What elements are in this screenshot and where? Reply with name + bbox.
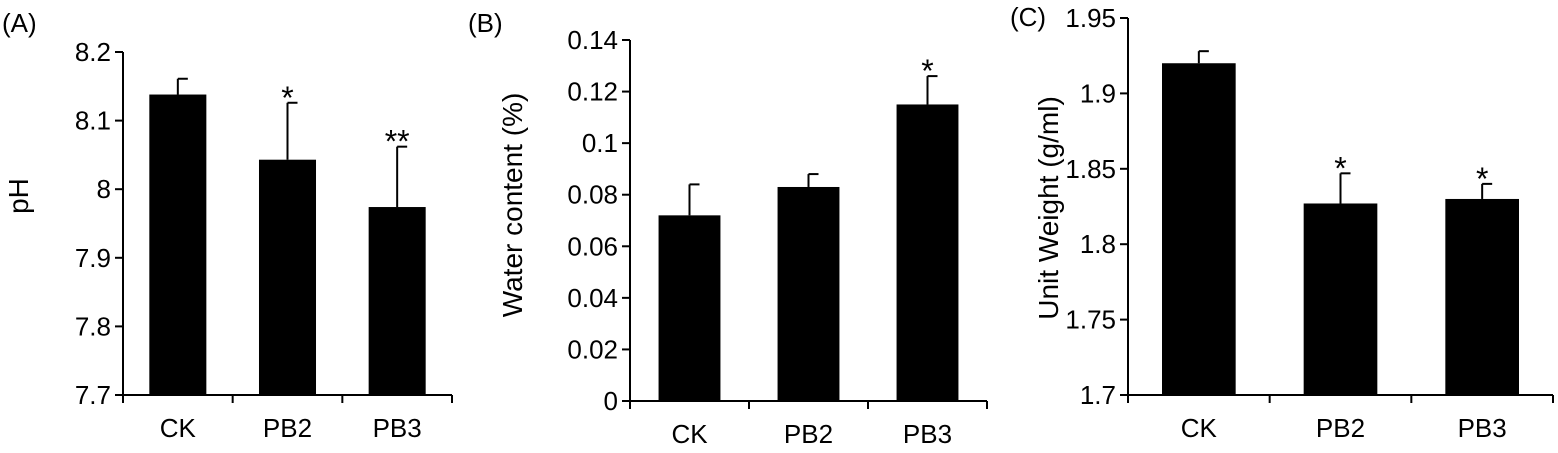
significance-label: * — [921, 53, 933, 89]
y-tick-label: 0.1 — [582, 128, 618, 158]
y-tick-label: 8.1 — [75, 106, 111, 136]
y-tick-label: 1.85 — [1065, 154, 1116, 184]
panel-label: (C) — [1010, 2, 1046, 32]
y-tick-label: 0.08 — [567, 180, 618, 210]
x-tick-label: CK — [1181, 413, 1218, 443]
y-tick-label: 0.06 — [567, 231, 618, 261]
y-axis-label: Unit Weight (g/ml) — [1033, 96, 1064, 320]
bar-pb2 — [777, 186, 840, 401]
y-tick-label: 0 — [604, 386, 618, 416]
bar-pb2 — [258, 159, 317, 395]
panel-a: (A) pH 7.7 7.8 7.9 8 8.1 8.2 CK PB2 * PB3 ** — [2, 8, 453, 443]
y-tick-label: 1.8 — [1080, 229, 1116, 259]
bar-ck — [658, 215, 721, 401]
panel-label: (A) — [2, 8, 37, 38]
x-tick-label: CK — [671, 419, 708, 449]
significance-label: * — [1334, 150, 1346, 186]
y-tick-label: 1.95 — [1065, 3, 1116, 33]
significance-label: * — [281, 80, 293, 116]
x-tick-label: CK — [160, 413, 197, 443]
y-tick-label: 7.9 — [75, 243, 111, 273]
x-tick-label: PB3 — [1458, 413, 1507, 443]
y-tick-label: 1.75 — [1065, 305, 1116, 335]
panel-c: (C) Unit Weight (g/ml) 1.7 1.75 1.8 1.85 1.9 1.… — [1010, 2, 1554, 443]
bar-pb3 — [368, 207, 426, 395]
bar-pb2 — [1303, 203, 1378, 395]
bar-ck — [149, 94, 207, 396]
y-tick-label: 0.12 — [567, 77, 618, 107]
y-tick-label: 8.2 — [75, 37, 111, 67]
significance-label: * — [1476, 161, 1488, 197]
y-tick-label: 0.02 — [567, 334, 618, 364]
bar-pb3 — [896, 104, 959, 401]
y-tick-label: 0.14 — [567, 25, 618, 55]
y-tick-label: 1.9 — [1080, 78, 1116, 108]
x-tick-label: PB3 — [903, 419, 952, 449]
panel-label: (B) — [468, 8, 503, 38]
x-tick-label: PB3 — [373, 413, 422, 443]
significance-label: ** — [385, 124, 410, 160]
y-axis-label: Water content (%) — [497, 93, 528, 318]
y-tick-label: 0.04 — [567, 283, 618, 313]
x-tick-label: PB2 — [1316, 413, 1365, 443]
y-axis-label: pH — [3, 178, 34, 214]
bar-pb3 — [1445, 198, 1519, 395]
panel-b: (B) Water content (%) 0 0.02 0.04 0.06 0.08 0.1… — [468, 8, 988, 449]
x-tick-label: PB2 — [263, 413, 312, 443]
y-tick-label: 7.8 — [75, 311, 111, 341]
x-tick-label: PB2 — [784, 419, 833, 449]
y-tick-label: 8 — [97, 174, 111, 204]
bar-ck — [1162, 63, 1236, 396]
y-tick-label: 1.7 — [1080, 380, 1116, 410]
y-tick-label: 7.7 — [75, 380, 111, 410]
